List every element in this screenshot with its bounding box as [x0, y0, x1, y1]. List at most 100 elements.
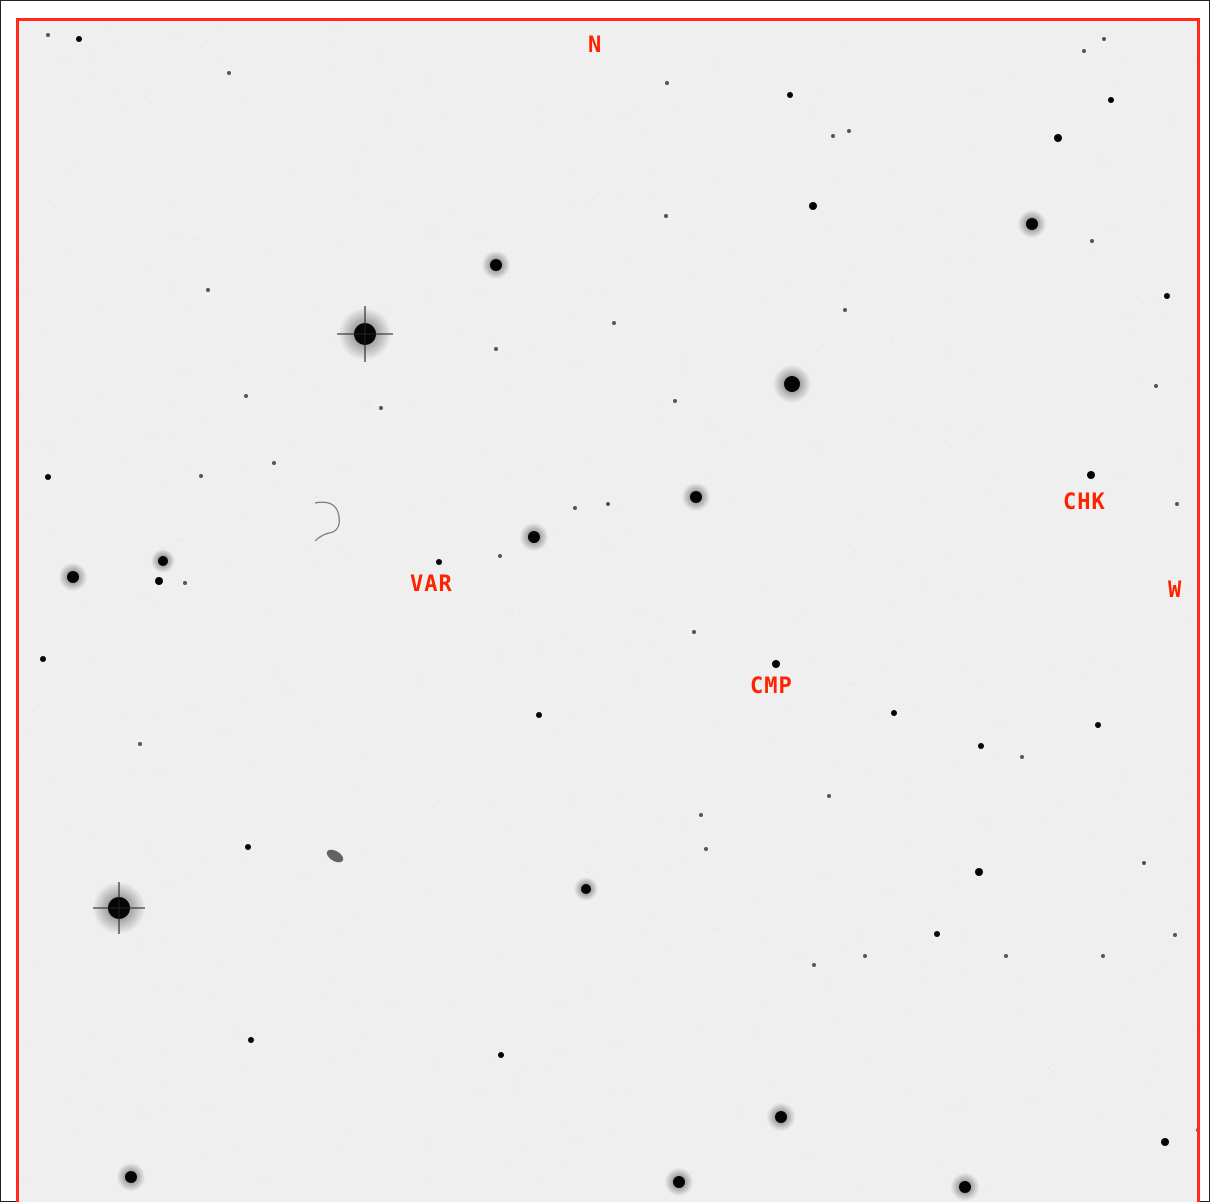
- noise-speck: [974, 929, 976, 931]
- noise-speck: [128, 606, 130, 608]
- noise-speck: [348, 1128, 350, 1130]
- star: [827, 794, 831, 798]
- noise-speck: [48, 200, 49, 201]
- noise-speck: [197, 83, 199, 85]
- noise-speck: [619, 795, 621, 797]
- star: [812, 963, 816, 967]
- noise-speck: [23, 290, 25, 292]
- noise-speck: [996, 81, 997, 83]
- noise-speck: [254, 1033, 256, 1035]
- noise-speck: [86, 325, 88, 326]
- star: [775, 1111, 787, 1123]
- noise-speck: [837, 179, 839, 181]
- noise-speck: [186, 468, 188, 470]
- noise-speck: [450, 121, 452, 123]
- star: [528, 531, 540, 543]
- star: [934, 931, 940, 937]
- noise-speck: [846, 702, 848, 703]
- noise-speck: [570, 799, 572, 801]
- noise-speck: [339, 928, 341, 930]
- noise-speck: [1047, 795, 1049, 797]
- noise-speck: [540, 637, 542, 639]
- noise-speck: [496, 996, 498, 997]
- noise-speck: [946, 262, 948, 264]
- noise-speck: [177, 987, 179, 989]
- noise-speck: [365, 855, 367, 857]
- star: [199, 474, 203, 478]
- noise-speck: [50, 555, 52, 557]
- noise-speck: [1153, 970, 1155, 972]
- noise-speck: [814, 353, 816, 355]
- noise-speck: [21, 517, 23, 519]
- noise-speck: [100, 182, 102, 184]
- noise-speck: [512, 1079, 514, 1081]
- noise-speck: [746, 122, 748, 124]
- noise-speck: [32, 954, 34, 956]
- noise-speck: [223, 729, 225, 731]
- noise-speck: [796, 622, 798, 624]
- noise-speck: [1183, 334, 1185, 336]
- noise-speck: [161, 1085, 163, 1087]
- noise-speck: [1000, 1167, 1002, 1169]
- noise-speck: [165, 483, 167, 484]
- noise-speck: [914, 134, 916, 136]
- star: [379, 406, 383, 410]
- noise-speck: [193, 1099, 195, 1101]
- noise-speck: [860, 95, 862, 97]
- noise-speck: [952, 865, 954, 867]
- noise-speck: [345, 552, 347, 554]
- noise-speck: [238, 360, 240, 362]
- star: [673, 1176, 685, 1188]
- noise-speck: [891, 336, 893, 338]
- noise-speck: [1086, 677, 1088, 679]
- noise-speck: [93, 55, 95, 57]
- noise-speck: [1011, 318, 1013, 320]
- noise-speck: [1041, 543, 1043, 545]
- noise-speck: [367, 400, 369, 402]
- noise-speck: [666, 412, 668, 414]
- noise-speck: [27, 769, 29, 771]
- noise-speck: [764, 301, 766, 303]
- noise-speck: [103, 283, 105, 285]
- noise-speck: [994, 473, 995, 475]
- noise-speck: [226, 1051, 228, 1053]
- noise-speck: [609, 771, 611, 773]
- noise-speck: [866, 1056, 868, 1057]
- noise-speck: [28, 684, 30, 686]
- noise-speck: [553, 478, 555, 480]
- noise-speck: [431, 231, 433, 233]
- noise-speck: [1165, 206, 1167, 208]
- noise-speck: [825, 983, 826, 985]
- noise-speck: [524, 1148, 526, 1150]
- noise-speck: [668, 870, 670, 872]
- noise-speck: [943, 212, 945, 214]
- noise-speck: [510, 1160, 512, 1162]
- noise-speck: [153, 862, 155, 864]
- noise-speck: [780, 577, 782, 579]
- star: [436, 559, 442, 565]
- noise-speck: [915, 99, 917, 101]
- noise-speck: [913, 429, 915, 431]
- noise-speck: [972, 177, 974, 179]
- noise-speck: [159, 769, 161, 771]
- noise-speck: [1178, 455, 1180, 457]
- noise-speck: [524, 864, 526, 866]
- noise-speck: [590, 99, 592, 101]
- noise-speck: [1048, 670, 1050, 672]
- noise-speck: [729, 22, 731, 24]
- noise-speck: [900, 225, 902, 227]
- noise-speck: [1165, 1078, 1167, 1080]
- noise-speck: [89, 839, 91, 841]
- noise-speck: [143, 594, 145, 596]
- noise-speck: [266, 614, 268, 616]
- star: [784, 376, 800, 392]
- noise-speck: [285, 413, 287, 415]
- noise-speck: [307, 545, 309, 547]
- noise-speck: [479, 289, 481, 291]
- noise-speck: [536, 1177, 538, 1179]
- noise-speck: [801, 602, 803, 604]
- star: [809, 202, 817, 210]
- noise-speck: [858, 935, 859, 937]
- star: [67, 571, 79, 583]
- noise-speck: [773, 257, 775, 259]
